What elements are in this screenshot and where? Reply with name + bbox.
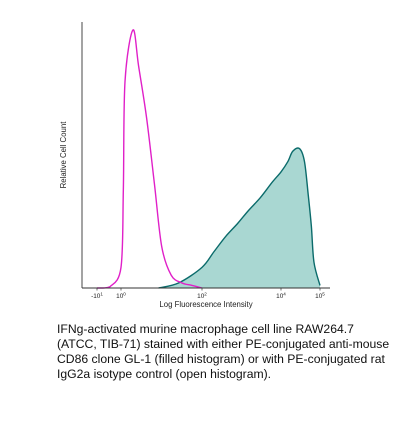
x-tick-label: 102	[197, 291, 207, 300]
filled-histogram-outline	[158, 147, 321, 289]
histogram-figure: -101 100 102 104 105 Log Fluorescence Intens…	[59, 22, 330, 309]
x-tick-label: 105	[315, 291, 325, 300]
plot-area	[97, 29, 321, 289]
x-tick-label: -101	[91, 291, 103, 300]
figure-caption: IFNg-activated murine macrophage cell li…	[57, 322, 390, 381]
filled-histogram-area	[158, 148, 320, 288]
x-axis-ticks: -101 100 102 104 105	[91, 288, 325, 300]
y-axis-label: Relative Cell Count	[59, 121, 68, 189]
x-tick-label: 100	[116, 291, 126, 300]
x-tick-label: 104	[276, 291, 286, 300]
open-histogram-line	[97, 29, 203, 289]
x-axis-label: Log Fluorescence Intensity	[159, 300, 252, 309]
